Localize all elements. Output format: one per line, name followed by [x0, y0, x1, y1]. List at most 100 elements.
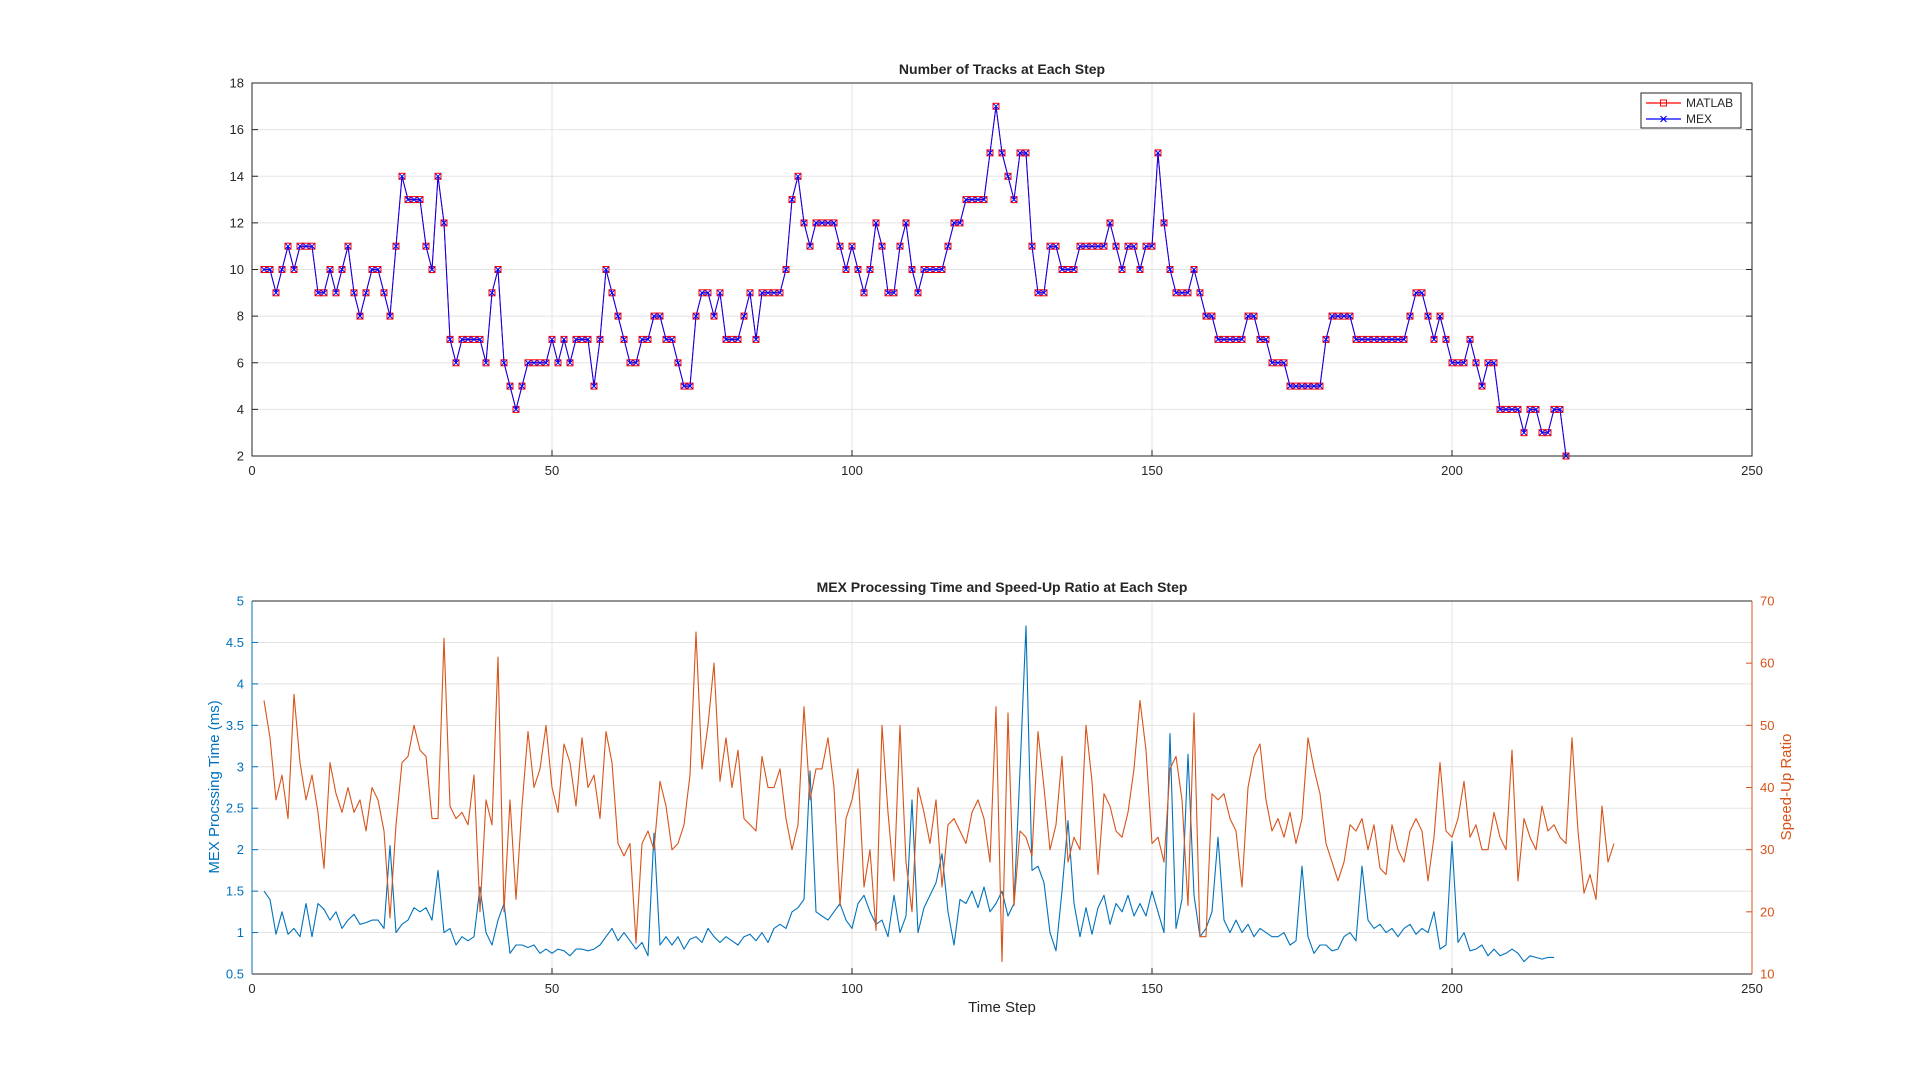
mex-point	[639, 336, 645, 343]
mex-point	[1059, 266, 1065, 273]
mex-point	[1113, 243, 1119, 250]
mex-point	[441, 220, 447, 226]
legend-matlab-marker	[1660, 99, 1667, 107]
matlab-point	[1196, 289, 1204, 297]
speed-up-ratio-line	[263, 631, 1615, 963]
timing-left-y-label: MEX Procssing Time (ms)	[206, 700, 223, 873]
mex-point	[1383, 336, 1389, 343]
x-tick-label: 100	[841, 463, 863, 478]
matlab-point	[1436, 312, 1444, 320]
mex-point	[1293, 383, 1299, 389]
matlab-point	[1520, 429, 1528, 437]
legend-mex-label: MEX	[1686, 112, 1712, 126]
mex-point	[1347, 313, 1353, 319]
mex-point	[387, 313, 393, 319]
mex-point	[369, 266, 375, 273]
right-y-tick-label: 20	[1760, 904, 1774, 919]
matlab-point	[1424, 312, 1432, 320]
matlab-point	[1478, 382, 1486, 390]
mex-point	[297, 243, 303, 250]
tracks-title: Number of Tracks at Each Step	[899, 61, 1105, 77]
left-y-tick-label: 2.5	[226, 801, 244, 816]
mex-point	[1311, 383, 1317, 389]
mex-point	[1125, 243, 1131, 250]
matlab-point	[848, 242, 856, 250]
mex-point	[1167, 266, 1173, 273]
mex-point	[867, 266, 873, 273]
mex-point	[1239, 336, 1245, 343]
mex-point	[495, 266, 501, 273]
mex-point	[615, 313, 621, 319]
mex-point	[285, 243, 291, 250]
mex-point	[573, 336, 579, 343]
mex-point	[957, 220, 963, 226]
mex-point	[1377, 336, 1383, 343]
mex-point	[1401, 336, 1407, 343]
mex-point	[537, 359, 543, 366]
mex-point	[873, 220, 879, 226]
x-tick-label: 50	[545, 981, 559, 996]
mex-point	[1431, 336, 1437, 343]
mex-point	[987, 150, 993, 156]
matlab-point	[452, 359, 460, 367]
mex-point	[1395, 336, 1401, 343]
mex-point	[903, 220, 909, 226]
matlab-point	[380, 289, 388, 297]
mex-point	[837, 243, 843, 250]
mex-point	[1083, 243, 1089, 250]
mex-point	[657, 313, 663, 319]
matlab-point	[710, 312, 718, 320]
mex-point	[789, 196, 795, 203]
matlab-point	[1472, 359, 1480, 367]
mex-point	[279, 266, 285, 273]
mex-point	[1413, 289, 1419, 296]
mex-point	[1551, 406, 1557, 413]
mex-point	[627, 359, 633, 366]
matlab-point	[506, 382, 514, 390]
mex-point	[1119, 266, 1125, 273]
matlab-point	[548, 335, 556, 343]
mex-point	[399, 173, 405, 180]
matlab-point	[566, 359, 574, 367]
mex-point	[1149, 243, 1155, 250]
mex-point	[477, 336, 483, 343]
mex-point	[309, 243, 315, 250]
mex-point	[807, 243, 813, 250]
mex-point	[1101, 243, 1107, 250]
mex-point	[1317, 383, 1323, 389]
left-y-tick-label: 5	[237, 594, 244, 609]
mex-point	[1425, 313, 1431, 319]
mex-point	[579, 336, 585, 343]
mex-point	[1545, 429, 1551, 436]
mex-point	[813, 220, 819, 226]
mex-point	[771, 289, 777, 296]
mex-point	[525, 359, 531, 366]
mex-point	[1089, 243, 1095, 250]
mex-point	[1467, 336, 1473, 343]
mex-point	[699, 289, 705, 296]
matlab-point	[362, 289, 370, 297]
mex-point	[1053, 243, 1059, 250]
mex-point	[897, 243, 903, 250]
mex-point	[663, 336, 669, 343]
mex-point	[393, 243, 399, 250]
timing-axes: 0 50 100 150 200 250 0.5 1 1.5 2 2.5 3 3.5 4 4.5 5 10 20 3…	[206, 579, 1795, 1016]
matlab-point	[1406, 312, 1414, 320]
mex-point	[609, 289, 615, 296]
mex-point	[1155, 150, 1161, 156]
x-tick-label: 0	[248, 981, 255, 996]
mex-point	[927, 266, 933, 273]
mex-point	[945, 243, 951, 250]
mex-point	[1557, 406, 1563, 413]
mex-point	[843, 266, 849, 273]
mex-point	[1275, 359, 1281, 366]
mex-point	[381, 289, 387, 296]
mex-point	[555, 359, 561, 366]
mex-point	[633, 359, 639, 366]
mex-point	[1269, 359, 1275, 366]
right-y-tick-label: 30	[1760, 842, 1774, 857]
left-y-tick-label: 1	[237, 925, 244, 940]
mex-point	[501, 359, 507, 366]
mex-point	[1215, 336, 1221, 343]
mex-point	[759, 289, 765, 296]
